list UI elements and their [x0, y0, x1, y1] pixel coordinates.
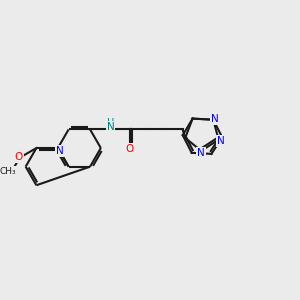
Text: N: N	[211, 114, 219, 124]
Text: N: N	[56, 146, 64, 156]
Text: N: N	[197, 148, 205, 158]
Text: N: N	[217, 136, 224, 146]
Text: CH₃: CH₃	[0, 167, 16, 176]
Text: H: H	[107, 118, 114, 128]
Text: O: O	[126, 144, 134, 154]
Text: N: N	[106, 122, 114, 133]
Text: O: O	[14, 152, 23, 162]
